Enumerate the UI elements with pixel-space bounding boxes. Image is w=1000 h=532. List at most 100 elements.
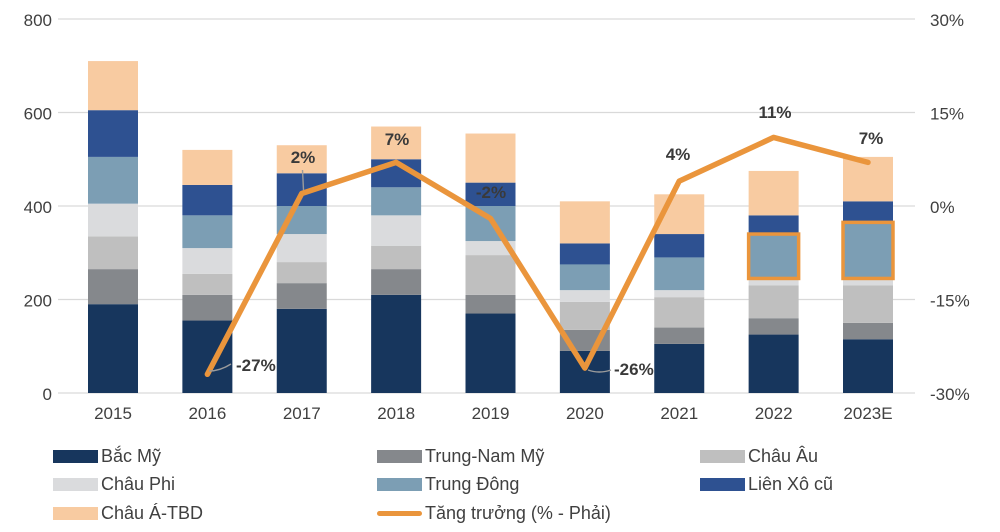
bar-segment-2016-Châu Phi xyxy=(182,248,233,274)
legend-item-trung-dong: Trung Đông xyxy=(377,471,700,500)
bar-segment-2016-Bắc Mỹ xyxy=(182,320,233,393)
bar-segment-2016-Châu Âu xyxy=(182,273,233,295)
bar-segment-2018-Bắc Mỹ xyxy=(371,294,422,393)
right-axis-tick: 0% xyxy=(930,198,955,217)
right-axis-tick: -30% xyxy=(930,385,970,404)
bar-segment-2019-Châu Phi xyxy=(465,241,516,256)
bar-segment-2019-Châu Á-TBD xyxy=(465,133,516,183)
x-axis-label: 2020 xyxy=(566,404,604,423)
chart-legend: Bắc Mỹ Trung-Nam Mỹ Châu Âu Châu Phi Tru… xyxy=(53,442,973,528)
leader-2016 xyxy=(208,363,232,372)
right-axis-tick: 30% xyxy=(930,11,964,30)
legend-swatch-trung-dong xyxy=(377,478,422,492)
bar-segment-2015-Trung-Nam Mỹ xyxy=(88,269,138,305)
bar-segment-2023E-Trung Đông xyxy=(843,222,893,279)
bar-segment-2016-Trung Đông xyxy=(182,215,233,249)
legend-item-chau-au: Châu Âu xyxy=(700,442,973,471)
legend-item-tang-truong: Tăng trưởng (% - Phải) xyxy=(377,499,700,528)
growth-label-2023E: 7% xyxy=(859,129,884,148)
bars-group xyxy=(88,61,893,393)
legend-swatch-chau-au xyxy=(700,449,745,463)
bar-segment-2015-Trung Đông xyxy=(88,156,138,204)
left-axis-tick: 400 xyxy=(24,198,52,217)
legend-label-chau-au: Châu Âu xyxy=(748,445,819,466)
bar-segment-2021-Liên Xô cũ xyxy=(654,234,705,258)
bar-segment-2015-Châu Âu xyxy=(88,236,138,270)
left-axis-tick: 0 xyxy=(43,385,52,404)
highlight-box-2022 xyxy=(746,232,801,281)
legend-swatch-trung-nam-my xyxy=(377,449,422,463)
growth-label-2018: 7% xyxy=(385,130,410,149)
growth-labels: -27% 2% 7% -2% -26% 4% 11% 7% xyxy=(236,103,883,379)
bar-segment-2016-Liên Xô cũ xyxy=(182,184,233,216)
legend-label-trung-nam-my: Trung-Nam Mỹ xyxy=(425,445,545,466)
axis-tick-labels: 800 600 400 200 0 30% 15% 0% -15% -30% xyxy=(24,11,970,404)
bar-segment-2021-Bắc Mỹ xyxy=(654,343,705,393)
legend-label-chau-phi: Châu Phi xyxy=(101,474,176,495)
growth-label-2017: 2% xyxy=(291,148,316,167)
growth-line xyxy=(204,134,871,378)
growth-label-2021: 4% xyxy=(666,145,691,164)
legend-label-trung-dong: Trung Đông xyxy=(425,474,520,495)
bar-segment-2023E-Trung-Nam Mỹ xyxy=(843,322,893,340)
bar-segment-2015-Bắc Mỹ xyxy=(88,304,138,393)
bar-segment-2023E-Bắc Mỹ xyxy=(843,339,893,393)
x-axis-label: 2016 xyxy=(188,404,226,423)
bar-segment-2018-Châu Phi xyxy=(371,215,422,246)
bar-segment-2022-Bắc Mỹ xyxy=(748,334,799,393)
x-axis-label: 2017 xyxy=(283,404,321,423)
bar-segment-2017-Châu Âu xyxy=(276,262,327,284)
bar-segment-2018-Trung-Nam Mỹ xyxy=(371,269,422,295)
highlighted-segments xyxy=(746,220,895,281)
bar-segment-2018-Châu Âu xyxy=(371,245,422,270)
bar-segment-2022-Châu Á-TBD xyxy=(748,170,799,216)
growth-label-2019: -2% xyxy=(476,183,506,202)
legend-item-lien-xo-cu: Liên Xô cũ xyxy=(700,471,973,500)
legend-swatch-growth-line xyxy=(377,510,422,516)
bar-segment-2018-Trung Đông xyxy=(371,187,422,216)
bar-segment-2022-Châu Phi xyxy=(748,278,799,286)
legend-swatch-chau-a-tbd xyxy=(53,506,98,520)
bar-segment-2021-Châu Phi xyxy=(654,290,705,298)
bar-segment-2018-Châu Á-TBD xyxy=(371,126,422,160)
bar-segment-2015-Châu Á-TBD xyxy=(88,61,138,111)
bar-segment-2017-Trung-Nam Mỹ xyxy=(276,283,327,309)
legend-label-tang-truong: Tăng trưởng (% - Phải) xyxy=(425,502,611,523)
bar-segment-2017-Bắc Mỹ xyxy=(276,308,327,393)
bar-segment-2019-Liên Xô cũ xyxy=(465,182,516,206)
left-axis-tick: 600 xyxy=(24,105,52,124)
x-axis-label: 2018 xyxy=(377,404,415,423)
legend-item-chau-a-tbd: Châu Á-TBD xyxy=(53,499,377,528)
legend-item-bac-my: Bắc Mỹ xyxy=(53,442,377,471)
left-axis-tick: 200 xyxy=(24,292,52,311)
growth-label-2016: -27% xyxy=(236,356,276,375)
leader-2020 xyxy=(587,369,612,373)
bar-segment-2017-Châu Phi xyxy=(276,234,327,263)
x-axis-label: 2022 xyxy=(755,404,793,423)
legend-label-bac-my: Bắc Mỹ xyxy=(101,445,162,466)
x-axis-label: 2021 xyxy=(660,404,698,423)
right-axis-tick: 15% xyxy=(930,105,964,124)
growth-label-2020: -26% xyxy=(614,360,654,379)
bar-segment-2019-Bắc Mỹ xyxy=(465,313,516,393)
bar-segment-2023E-Châu Phi xyxy=(843,278,893,286)
bar-segment-2020-Châu Phi xyxy=(559,290,610,302)
growth-label-2022: 11% xyxy=(758,103,791,122)
bar-segment-2015-Liên Xô cũ xyxy=(88,110,138,157)
leader-2017 xyxy=(301,169,305,191)
bar-segment-2017-Châu Á-TBD xyxy=(276,145,327,174)
bar-segment-2020-Châu Á-TBD xyxy=(559,201,610,244)
legend-label-lien-xo-cu: Liên Xô cũ xyxy=(748,474,834,495)
bar-segment-2020-Trung Đông xyxy=(559,264,610,291)
legend-item-chau-phi: Châu Phi xyxy=(53,471,377,500)
legend-item-trung-nam-my: Trung-Nam Mỹ xyxy=(377,442,700,471)
legend-swatch-chau-phi xyxy=(53,478,98,492)
bar-segment-2022-Liên Xô cũ xyxy=(748,215,799,235)
label-leader-lines xyxy=(208,169,612,373)
bar-segment-2021-Trung Đông xyxy=(654,257,705,291)
x-axis-labels: 2015 2016 2017 2018 2019 2020 2021 2022 2023E xyxy=(94,404,893,423)
bar-segment-2019-Châu Âu xyxy=(465,255,516,295)
bar-segment-2021-Châu Âu xyxy=(654,297,705,328)
bar-segment-2020-Liên Xô cũ xyxy=(559,243,610,265)
